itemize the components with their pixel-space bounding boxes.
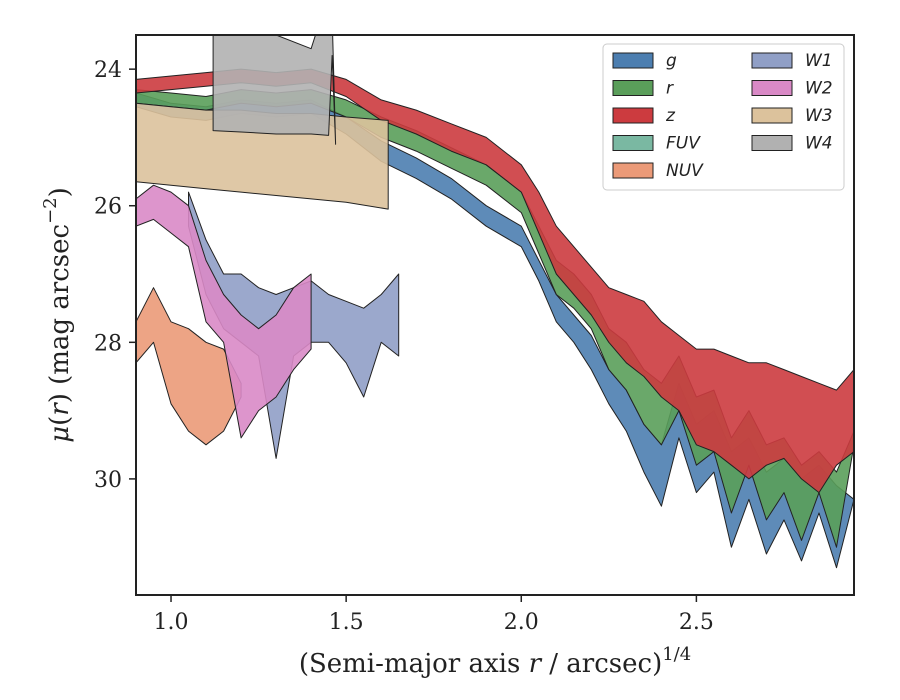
legend-swatch <box>751 107 793 124</box>
y-tick-label: 26 <box>94 195 122 220</box>
legend-swatch <box>612 107 654 124</box>
legend-label: NUV <box>666 161 704 181</box>
band-z <box>136 68 854 494</box>
profile-bands <box>136 35 854 569</box>
legend-item-w1: W1 <box>751 51 833 71</box>
x-tick-label: 1.5 <box>329 610 364 635</box>
legend-swatch <box>751 80 793 96</box>
legend-label: W2 <box>805 79 833 99</box>
legend-item-w2: W2 <box>751 79 833 99</box>
legend-swatch <box>751 52 793 69</box>
legend-label: W4 <box>805 134 833 154</box>
band-w4 <box>212 35 337 145</box>
legend-label: g <box>666 51 677 71</box>
y-tick-label: 24 <box>94 58 122 83</box>
x-axis-label: (Semi-major axis r / arcsec)1/4 <box>299 644 691 679</box>
legend-swatch <box>751 135 793 151</box>
legend-swatch <box>612 135 654 151</box>
legend-swatch <box>612 162 654 179</box>
legend-item-fuv: FUV <box>612 134 701 154</box>
legend-item-g: g <box>612 51 677 71</box>
legend: grz FUV NUV W1 W2 W3 W4 <box>602 43 845 191</box>
band-w2 <box>136 184 312 439</box>
x-tick-label: 2.0 <box>504 610 539 635</box>
x-tick-label: 1.0 <box>154 610 189 635</box>
x-tick-label: 2.5 <box>679 610 714 635</box>
legend-label: z <box>665 106 676 126</box>
legend-label: FUV <box>666 134 701 154</box>
y-axis: 24 26 28 30 <box>94 58 136 493</box>
band-g <box>136 92 854 569</box>
legend-item-w4: W4 <box>751 134 833 154</box>
legend-swatch <box>612 52 654 69</box>
legend-swatch <box>612 80 654 96</box>
legend-label: W3 <box>805 106 833 126</box>
y-tick-label: 28 <box>94 331 122 356</box>
y-axis-label: μ(r) (mag arcsec−2) <box>40 187 75 443</box>
legend-label: W1 <box>805 51 833 71</box>
plot-frame <box>135 34 855 596</box>
y-tick-label: 30 <box>94 468 122 493</box>
legend-item-w3: W3 <box>751 106 833 126</box>
legend-item-z: z <box>612 106 676 126</box>
x-axis: 1.0 1.5 2.0 2.5 <box>154 595 714 635</box>
legend-item-nuv: NUV <box>612 161 704 181</box>
legend-item-r: r <box>612 79 674 99</box>
legend-label: r <box>666 79 674 99</box>
